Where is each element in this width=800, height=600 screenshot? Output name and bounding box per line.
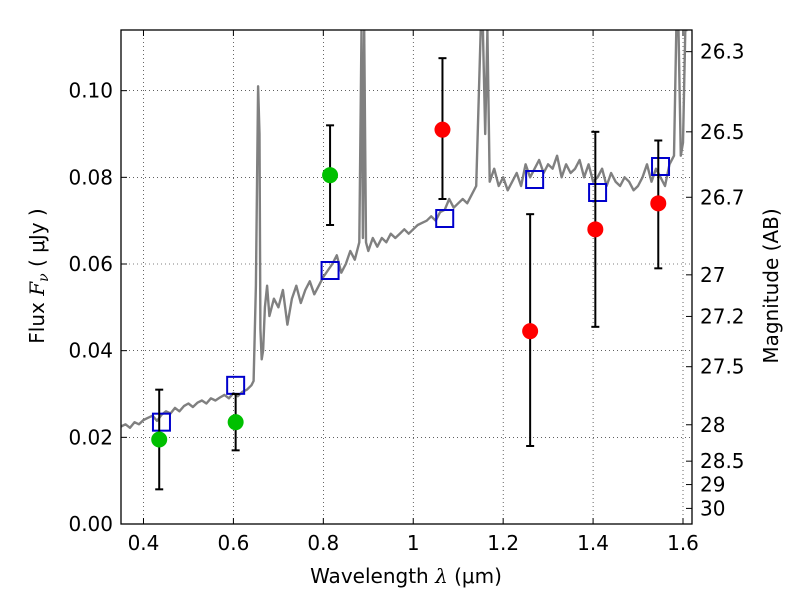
y-axis-label-unit: ( μJy ) <box>25 208 49 267</box>
observed-flux-marker <box>322 167 339 184</box>
x-axis-label: Wavelength λ (μm) <box>310 564 502 588</box>
y-tick-label: 0.10 <box>68 79 113 103</box>
model-photometry-marker <box>525 170 545 189</box>
model-photometry-marker <box>651 157 671 176</box>
observed-flux-marker <box>151 431 168 448</box>
y-axis-label-text: Flux <box>25 302 49 344</box>
x-tick-label: 1.2 <box>487 531 519 555</box>
data-points <box>151 57 671 491</box>
x-tick-label: 1.4 <box>577 531 609 555</box>
axis-ticks: 0.4 0.6 0.8 1 1.2 1.4 1.6 0.00 0.02 0.04 0.06 0.08 0… <box>68 30 745 555</box>
x-axis-label-symbol: λ <box>434 564 448 588</box>
right-tick-label: 30 <box>700 496 725 520</box>
observed-flux-marker <box>434 121 451 138</box>
right-tick-label: 27.2 <box>700 304 745 328</box>
x-tick-label: 0.4 <box>128 531 160 555</box>
right-tick-label: 28.5 <box>700 449 745 473</box>
x-tick-label: 1 <box>407 531 420 555</box>
plot-frame <box>120 29 693 525</box>
x-axis-label-unit: (μm) <box>454 564 502 588</box>
y-tick-label: 0.02 <box>68 425 113 449</box>
x-axis-label-text: Wavelength <box>310 564 429 588</box>
right-tick-label: 28 <box>700 413 725 437</box>
observed-flux-marker <box>650 195 667 212</box>
right-tick-label: 27 <box>700 263 725 287</box>
model-photometry-marker <box>588 183 608 202</box>
grid <box>121 30 692 525</box>
model-photometry-marker <box>151 412 171 432</box>
right-tick-label: 26.5 <box>700 120 745 144</box>
model-photometry-marker <box>320 261 340 280</box>
y-tick-label: 0.08 <box>68 165 113 189</box>
right-tick-label: 26.3 <box>700 40 745 64</box>
y-tick-label: 0.04 <box>68 339 113 363</box>
y-tick-label: 0.06 <box>68 252 113 276</box>
right-tick-label: 27.5 <box>700 355 745 379</box>
y-axis-label: Flux Fν ( μJy ) <box>25 208 52 343</box>
x-tick-label: 0.6 <box>217 531 249 555</box>
right-axis-label: Magnitude (AB) <box>759 208 783 363</box>
y-axis-label-symbol: F <box>25 281 49 297</box>
model-photometry-marker <box>435 209 455 228</box>
y-axis-label-sub: ν <box>36 273 52 282</box>
right-tick-label: 29 <box>700 473 725 497</box>
observed-flux-marker <box>522 323 539 340</box>
y-tick-label: 0.00 <box>68 512 113 536</box>
x-tick-label: 1.6 <box>667 531 699 555</box>
observed-flux-marker <box>227 414 244 431</box>
right-tick-label: 26.7 <box>700 185 745 209</box>
x-tick-label: 0.8 <box>307 531 339 555</box>
observed-flux-marker <box>587 221 604 238</box>
